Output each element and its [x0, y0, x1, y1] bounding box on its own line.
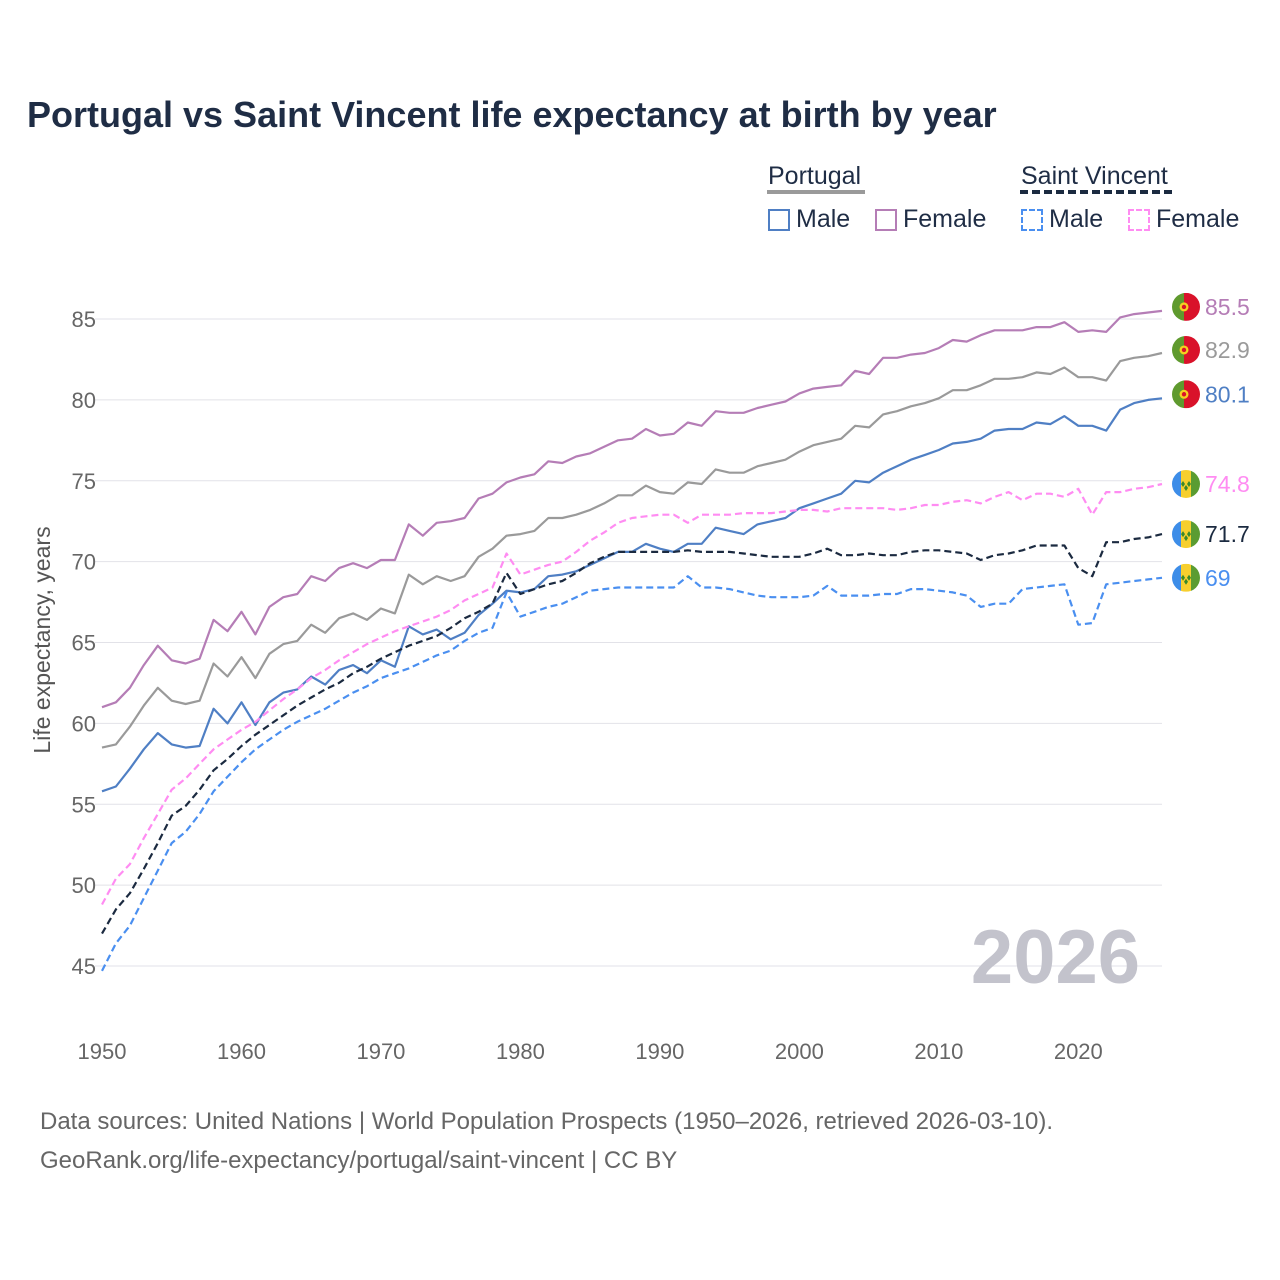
series-line-saint-vincent-female[interactable] [101, 482, 1163, 906]
y-tick-label: 65 [72, 631, 96, 656]
end-value-label: 85.5 [1205, 294, 1250, 320]
legend-swatch [768, 208, 790, 231]
end-value-label: 80.1 [1205, 381, 1250, 407]
legend-item-saint-vincent-female[interactable]: Female [1128, 205, 1239, 234]
source-url[interactable]: GeoRank.org/life-expectancy/portugal/sai… [40, 1147, 678, 1174]
y-tick-label: 85 [72, 307, 96, 332]
y-tick-label: 45 [72, 954, 96, 979]
x-tick-label: 2000 [775, 1039, 824, 1064]
legend-group-title: Saint Vincent [1021, 162, 1168, 190]
chart-title: Portugal vs Saint Vincent life expectanc… [27, 94, 997, 135]
portugal-flag-icon [1172, 292, 1200, 321]
x-tick-label: 1990 [635, 1039, 684, 1064]
y-tick-label: 50 [72, 873, 96, 898]
x-tick-label: 1950 [78, 1039, 127, 1064]
legend-swatch [875, 208, 897, 231]
series-line-portugal[interactable] [101, 351, 1163, 749]
year-watermark: 2026 [971, 915, 1140, 1000]
portugal-flag-icon [1172, 335, 1200, 364]
x-tick-label: 1970 [356, 1039, 405, 1064]
end-value-label: 82.9 [1205, 337, 1250, 363]
series-line-saint-vincent[interactable] [101, 533, 1163, 935]
y-tick-label: 70 [72, 550, 96, 575]
saint-vincent-flag-icon [1172, 563, 1200, 592]
legend-swatch [1128, 208, 1150, 231]
x-tick-label: 2010 [914, 1039, 963, 1064]
series-line-saint-vincent-male[interactable] [101, 575, 1163, 972]
legend-item-portugal-female[interactable]: Female [875, 205, 986, 234]
x-tick-label: 1960 [217, 1039, 266, 1064]
y-tick-label: 80 [72, 388, 96, 413]
y-tick-label: 60 [72, 711, 96, 736]
end-value-label: 71.7 [1205, 521, 1250, 547]
legend-label: Male [796, 205, 851, 233]
legend-dashed-line [1020, 190, 1172, 194]
x-tick-label: 2020 [1054, 1039, 1103, 1064]
end-value-label: 69 [1205, 565, 1231, 591]
source-line: Data sources: United Nations | World Pop… [40, 1108, 1054, 1135]
saint-vincent-flag-icon [1172, 469, 1200, 498]
legend-label: Female [903, 205, 987, 233]
y-tick-label: 55 [72, 792, 96, 817]
legend-label: Female [1156, 205, 1240, 233]
legend-label: Male [1049, 205, 1104, 233]
y-axis-label: Life expectancy, years [29, 526, 55, 753]
saint-vincent-flag-icon [1172, 520, 1200, 549]
legend-group-title: Portugal [768, 162, 862, 190]
legend-solid-line [767, 190, 865, 194]
legend-swatch [1021, 208, 1043, 231]
y-tick-label: 75 [72, 469, 96, 494]
portugal-flag-icon [1172, 380, 1200, 409]
end-value-label: 74.8 [1205, 471, 1250, 497]
series-line-portugal-female[interactable] [101, 309, 1163, 709]
series-line-portugal-male[interactable] [101, 397, 1163, 793]
x-tick-label: 1980 [496, 1039, 545, 1064]
legend-item-saint-vincent-male[interactable]: Male [1021, 205, 1103, 234]
legend-item-portugal-male[interactable]: Male [768, 205, 850, 234]
